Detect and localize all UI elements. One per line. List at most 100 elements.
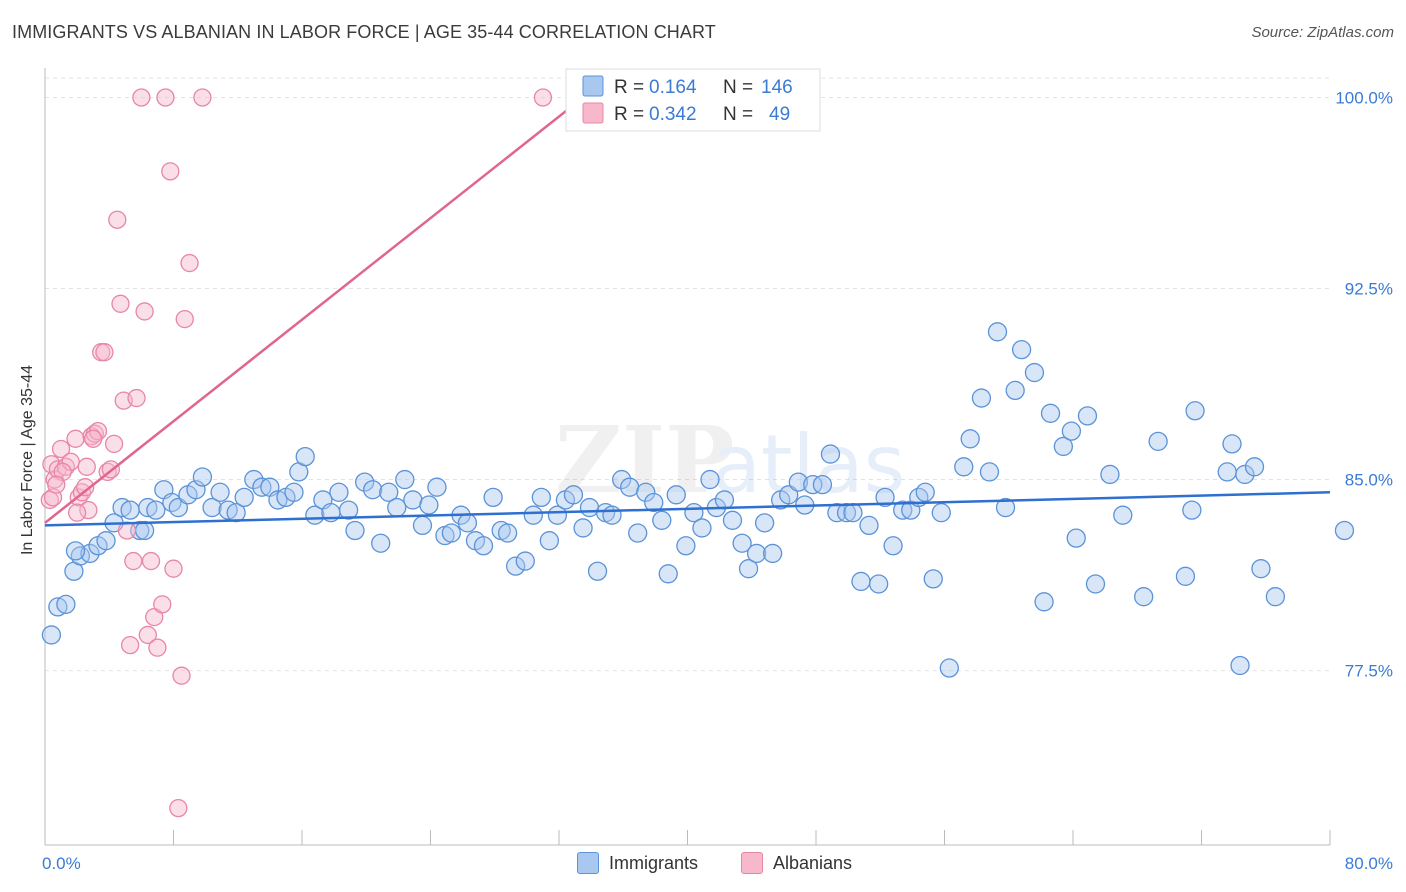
albanians-point: [193, 88, 212, 107]
albanians-point: [161, 162, 180, 181]
immigrants-point: [652, 510, 672, 530]
y-tick-label: 92.5%: [1345, 280, 1393, 299]
immigrants-point: [1100, 464, 1120, 485]
immigrants-point: [523, 505, 543, 525]
immigrants-point: [1334, 520, 1355, 541]
immigrants-point: [868, 574, 889, 594]
immigrants-point: [1113, 505, 1133, 525]
albanians-point: [180, 253, 199, 273]
bottom-legend: Immigrants Albanians: [0, 850, 1406, 878]
immigrants-point: [192, 467, 213, 487]
immigrants-point: [427, 477, 447, 497]
immigrants-point: [859, 515, 879, 536]
immigrants-point: [1148, 431, 1168, 451]
watermark-zip: ZIP: [555, 406, 734, 514]
stats-legend-swatch-immigrants: [582, 75, 604, 97]
albanians-point: [127, 388, 146, 408]
immigrants-point: [130, 520, 150, 541]
immigrants-point: [979, 462, 1000, 482]
immigrants-point: [379, 482, 399, 502]
immigrants-point: [779, 485, 799, 505]
trend-lines: [44, 96, 1331, 527]
immigrants-point: [1053, 436, 1074, 457]
albanians-point: [120, 635, 140, 655]
immigrants-point: [539, 531, 560, 551]
immigrants-point: [483, 487, 503, 508]
immigrants-point: [883, 536, 903, 556]
immigrants-point: [56, 594, 76, 615]
legend-item-immigrants[interactable]: Immigrants: [577, 852, 698, 874]
immigrants-point: [843, 503, 863, 523]
stats-legend-r-value: 0.342: [649, 104, 697, 125]
stats-legend: R = 0.164 N = 146 R = 0.342 N = 49: [565, 68, 821, 132]
x-tick-label-max: 80.0%: [1345, 854, 1393, 873]
albanians-point: [132, 88, 151, 107]
albanians-point: [124, 551, 143, 571]
immigrants-point: [1222, 434, 1242, 454]
immigrants-point: [1134, 587, 1154, 607]
immigrants-point: [875, 487, 895, 508]
y-tick-label: 100.0%: [1335, 89, 1393, 108]
immigrants-point: [788, 472, 808, 492]
immigrants-point: [395, 469, 415, 490]
legend-label-albanians: Albanians: [773, 852, 853, 873]
albanians-point: [172, 666, 191, 685]
immigrants-point: [441, 523, 462, 543]
immigrants-point: [1034, 592, 1054, 612]
albanians-point: [84, 429, 103, 448]
albanians-point: [40, 490, 59, 510]
immigrants-point: [1265, 587, 1286, 607]
immigrants-point: [714, 490, 735, 510]
albanians-trend-line: [44, 96, 584, 524]
albanians-point: [164, 559, 183, 578]
immigrants-point: [960, 429, 980, 449]
immigrants-point: [893, 500, 913, 520]
immigrants-point: [762, 543, 783, 564]
immigrants-trend-line: [44, 491, 1331, 527]
immigrants-point: [96, 531, 116, 551]
immigrants-point: [1182, 500, 1202, 520]
immigrants-point: [329, 482, 349, 502]
albanians-point: [148, 638, 167, 657]
immigrants-point: [573, 518, 593, 538]
watermark-atlas: atlas: [712, 418, 905, 511]
legend-label-immigrants: Immigrants: [609, 852, 699, 873]
stats-legend-n-label: N =: [723, 77, 753, 98]
stats-legend-n-value: 146: [761, 77, 793, 98]
immigrants-point: [80, 543, 100, 564]
albanians-point: [77, 457, 96, 476]
immigrants-point: [1066, 528, 1086, 548]
immigrants-point: [611, 469, 632, 490]
immigrants-point: [579, 497, 600, 518]
immigrants-point: [676, 536, 696, 556]
immigrants-point: [1235, 464, 1255, 485]
immigrants-point: [754, 513, 775, 533]
albanians-point: [79, 500, 98, 520]
immigrants-point: [851, 571, 871, 592]
immigrants-point: [732, 533, 752, 553]
immigrants-point: [738, 559, 759, 579]
immigrants-point: [345, 520, 365, 541]
immigrants-point: [700, 469, 720, 490]
albanians-point: [76, 478, 95, 497]
x-tick-label-min: 0.0%: [42, 854, 81, 873]
immigrants-point: [954, 457, 974, 477]
immigrants-point: [234, 487, 254, 508]
immigrants-point: [644, 492, 664, 513]
immigrants-point: [620, 477, 640, 497]
immigrants-points: [41, 322, 1355, 678]
legend-item-albanians[interactable]: Albanians: [741, 852, 852, 874]
albanians-point: [117, 521, 137, 540]
immigrants-point: [628, 523, 648, 543]
albanians-point: [138, 625, 157, 645]
stats-legend-r-value: 0.164: [649, 77, 697, 98]
immigrants-point: [1061, 421, 1082, 441]
immigrants-point: [915, 482, 935, 502]
immigrants-point: [412, 515, 433, 536]
immigrants-point: [1085, 574, 1106, 594]
immigrants-point: [636, 482, 656, 502]
stats-legend-r-label: R =: [614, 104, 644, 125]
immigrants-point: [602, 505, 622, 525]
immigrants-point: [820, 444, 841, 464]
immigrants-point: [746, 543, 767, 564]
